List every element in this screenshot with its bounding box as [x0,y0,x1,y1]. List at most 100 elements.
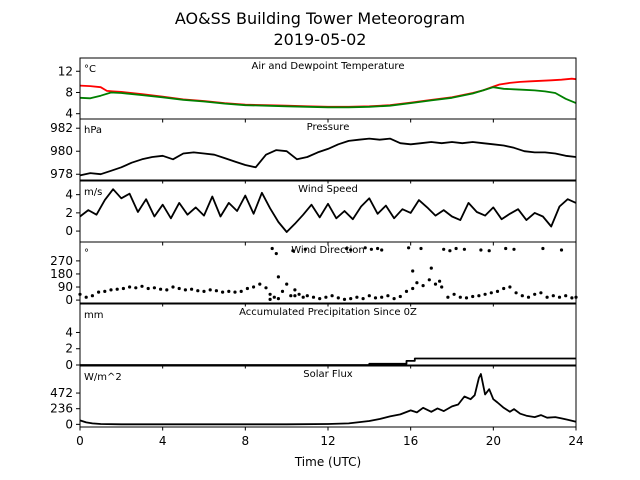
temperature-title: Air and Dewpoint Temperature [252,61,405,72]
precipitation-unit: mm [84,310,103,321]
wind-direction-point [557,295,562,299]
temperature-panel: 4 8 12 Air and Dewpoint Temperature °C [58,57,577,123]
precipitation-panel: 0 2 4 Accumulated Precipitation Since 0Z mm [65,303,577,372]
pressure-unit: hPa [84,125,102,136]
wind-direction-point [464,296,469,300]
x-axis: 0 4 8 12 16 20 24 [76,434,583,448]
wind-direction-point [252,285,256,289]
wind-direction-point [276,297,280,301]
wind-direction-point [514,291,518,295]
wind-direction-point [462,247,466,251]
pressure-ytick-label: 982 [50,121,73,135]
wind-direction-point [407,246,411,250]
wind-direction-point [297,292,301,296]
temperature-unit: °C [84,64,96,75]
wind-direction-point [380,295,384,299]
pressure-ytick-label: 978 [50,167,73,181]
wind-direction-point [208,288,212,292]
wind-direction-point [202,289,206,293]
wind-speed-ytick-label: 2 [65,206,73,220]
wind-direction-point [541,246,545,251]
precipitation-ytick-label: 0 [65,358,73,372]
wind-direction-point [109,288,113,292]
wind-direction-point [274,252,278,256]
wind-direction-point [380,248,384,252]
wind-direction-point [479,248,483,252]
solar-flux-title: Solar Flux [303,369,353,380]
pressure-title: Pressure [307,122,350,133]
wind-direction-point [318,297,322,301]
wind-direction-point [245,286,249,291]
wind-direction-point [301,295,305,299]
wind-direction-point [446,295,450,299]
wind-direction-point [539,291,543,295]
wind-direction-point [361,297,365,301]
wind-direction-point [355,295,359,299]
wind-direction-point [214,289,218,293]
wind-speed-ytick-label: 0 [65,224,73,238]
wind-direction-ytick-label: 270 [50,254,73,268]
wind-direction-point [190,287,194,291]
wind-direction-point [165,288,169,292]
wind-direction-point [330,294,334,298]
wind-direction-point [305,294,309,298]
wind-direction-point [293,288,297,292]
wind-direction-point [495,289,500,293]
wind-direction-unit: ° [84,248,89,259]
wind-direction-point [471,294,475,299]
wind-direction-point [177,286,181,291]
wind-direction-ytick-label: 180 [50,267,73,281]
wind-direction-point [487,249,491,253]
wind-direction-point [152,286,156,290]
wind-direction-point [289,294,293,298]
wind-direction-point [363,246,367,250]
wind-direction-point [303,247,307,251]
wind-direction-point [533,292,537,296]
wind-direction-point [171,285,175,289]
wind-direction-point [458,295,462,299]
wind-direction-point [146,286,150,291]
wind-direction-point [419,246,423,251]
wind-direction-point [227,289,231,293]
precipitation-ytick-label: 2 [65,342,73,356]
wind-direction-point [103,289,107,293]
wind-speed-ytick-label: 4 [65,188,73,202]
wind-direction-point [196,289,200,293]
wind-direction-point [376,246,380,251]
panels: 4 8 12 Air and Dewpoint Temperature °C 978 980… [50,57,578,431]
xtick-label: 12 [320,434,335,448]
precipitation-ytick-label: 4 [65,325,73,339]
wind-speed-panel: 0 2 4 Wind Speed m/s [65,180,577,246]
wind-direction-point [404,289,409,293]
solar-flux-ytick-label: 472 [50,386,73,400]
wind-direction-point [311,295,316,299]
wind-direction-point [452,292,456,296]
wind-direction-point [276,275,280,279]
xtick-label: 24 [568,434,583,448]
wind-speed-unit: m/s [84,187,102,198]
wind-direction-point [427,278,431,282]
temperature-air-line [79,77,577,108]
xtick-label: 16 [403,434,418,448]
wind-direction-point [121,286,125,291]
wind-direction-point [559,248,564,252]
wind-direction-point [520,294,524,298]
wind-direction-point [367,294,371,298]
xtick-label: 20 [486,434,501,448]
wind-direction-point [239,289,243,293]
temperature-ytick-label: 12 [58,64,73,78]
wind-direction-point [421,284,425,288]
wind-direction-point [373,296,378,300]
wind-direction-point [324,295,328,299]
wind-direction-point [438,279,442,283]
wind-direction-point [285,282,289,286]
precipitation-title: Accumulated Precipitation Since 0Z [239,307,417,318]
wind-direction-point [512,247,516,251]
precipitation-precip-line [80,357,576,366]
temperature-ytick-label: 4 [65,107,73,121]
wind-direction-point [280,289,285,293]
wind-direction-title: Wind Direction [291,245,365,256]
pressure-ytick-label: 980 [50,144,73,158]
wind-direction-point [97,290,101,294]
